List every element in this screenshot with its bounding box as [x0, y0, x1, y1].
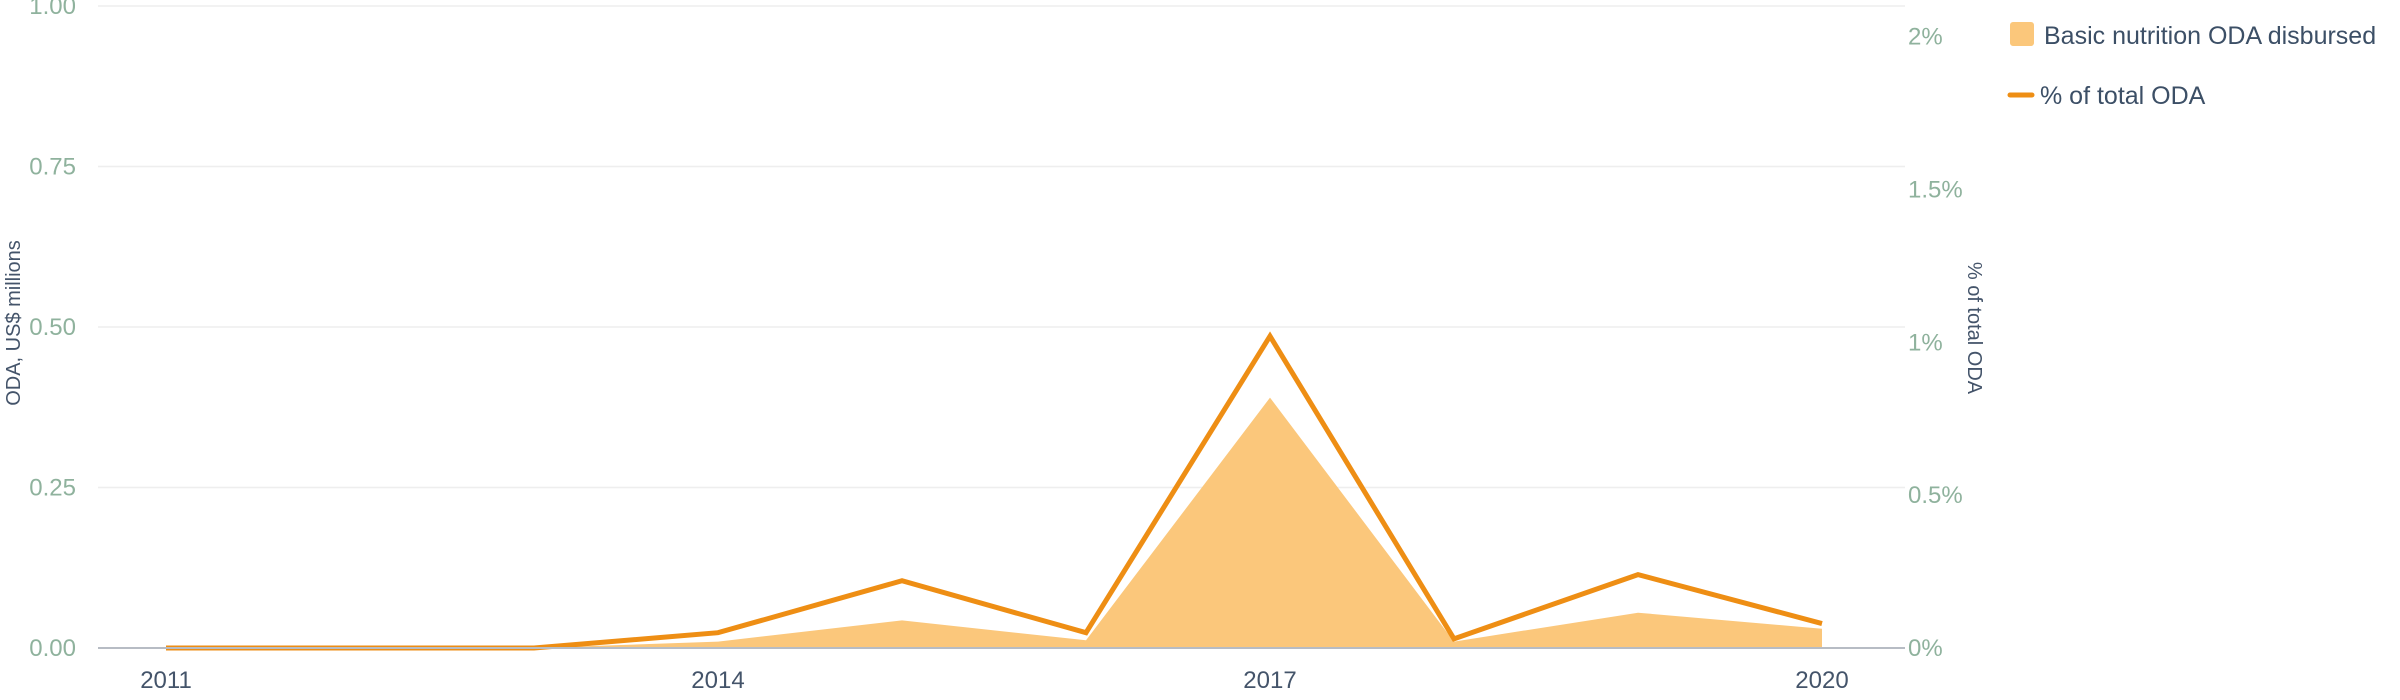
area-series-basic-nutrition — [166, 397, 1822, 648]
line-point-2019[interactable] — [1635, 572, 1641, 578]
x-tick-label: 2020 — [1795, 667, 1848, 694]
area-point-2019[interactable] — [1636, 611, 1640, 615]
legend-swatch-area[interactable] — [2010, 22, 2034, 46]
y-left-tick-label: 1.00 — [29, 0, 76, 20]
y-right-tick-label: 1.5% — [1908, 176, 1963, 203]
area-point-2016[interactable] — [1084, 638, 1088, 642]
x-tick-label: 2014 — [691, 667, 744, 694]
y-right-axis-title: % of total ODA — [1963, 262, 1985, 395]
y-right-tick-label: 2% — [1908, 24, 1943, 51]
y-left-tick-label: 0.25 — [29, 475, 76, 502]
line-series-pct-total-oda — [166, 331, 1823, 651]
y-left-tick-label: 0.75 — [29, 154, 76, 181]
y-right-tick-label: 1% — [1908, 329, 1943, 356]
y-left-tick-label: 0.00 — [29, 635, 76, 662]
area-point-2015[interactable] — [900, 618, 904, 622]
y-left-axis-title: ODA, US$ millions — [3, 240, 25, 406]
gridlines — [98, 5, 1905, 489]
line-point-2018[interactable] — [1451, 636, 1457, 642]
legend: Basic nutrition ODA disbursed % of total… — [2007, 22, 2376, 110]
y-right-tick-label: 0% — [1908, 635, 1943, 662]
area-point-2020[interactable] — [1820, 627, 1824, 631]
line-point-2017[interactable] — [1267, 333, 1273, 339]
area-point-2017[interactable] — [1268, 396, 1272, 400]
line-point-2015[interactable] — [899, 578, 905, 584]
x-tick-label: 2017 — [1243, 667, 1296, 694]
y-left-tick-label: 0.50 — [29, 314, 76, 341]
line-point-2014[interactable] — [715, 630, 721, 636]
legend-label-area[interactable]: Basic nutrition ODA disbursed — [2044, 22, 2376, 50]
line-series-layer — [166, 331, 1825, 651]
line-point-2020[interactable] — [1819, 621, 1825, 627]
axes: 0.00 0.25 0.50 0.75 1.00 0% 0.5% 1% 1.5% 2% 2011 20… — [3, 0, 1985, 694]
y-right-tick-label: 0.5% — [1908, 482, 1963, 509]
x-tick-label: 2011 — [140, 667, 192, 694]
line-point-2016[interactable] — [1083, 630, 1089, 636]
legend-label-line[interactable]: % of total ODA — [2040, 82, 2206, 110]
area-point-2014[interactable] — [716, 640, 720, 644]
area-series-layer — [166, 396, 1824, 648]
